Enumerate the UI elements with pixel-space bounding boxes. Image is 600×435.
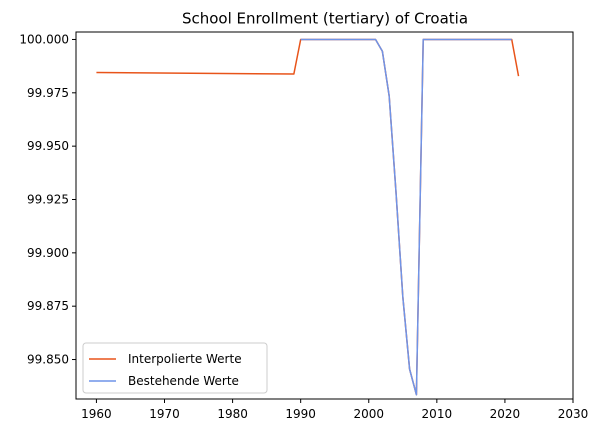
x-axis: 1960 1970 1980 1990 2000 2010 2020 2030	[81, 399, 588, 421]
y-tick-label: 100.000	[19, 32, 69, 46]
legend-box	[82, 342, 268, 394]
y-axis: 99.850 99.875 99.900 99.925 99.950 99.975 100.…	[19, 32, 76, 367]
series-group	[96, 38, 520, 396]
y-tick-label: 99.950	[27, 139, 69, 153]
x-tick-label: 2020	[490, 407, 521, 421]
x-tick-label: 1990	[285, 407, 316, 421]
legend-label: Bestehende Werte	[128, 374, 239, 388]
x-tick-label: 1970	[149, 407, 180, 421]
x-tick-label: 2010	[422, 407, 453, 421]
plot-frame	[75, 31, 574, 400]
legend: Interpolierte Werte Bestehende Werte	[82, 342, 268, 394]
y-tick-label: 99.975	[27, 86, 69, 100]
x-tick-label: 1960	[81, 407, 112, 421]
y-tick-label: 99.875	[27, 299, 69, 313]
y-tick-label: 99.850	[27, 353, 69, 367]
x-tick-label: 2030	[558, 407, 589, 421]
chart-title: School Enrollment (tertiary) of Croatia	[182, 10, 468, 28]
y-tick-label: 99.925	[27, 192, 69, 206]
legend-label: Interpolierte Werte	[128, 352, 242, 366]
series-line-existing	[300, 38, 512, 396]
x-tick-label: 2000	[353, 407, 384, 421]
y-tick-label: 99.900	[27, 246, 69, 260]
x-tick-label: 1980	[217, 407, 248, 421]
